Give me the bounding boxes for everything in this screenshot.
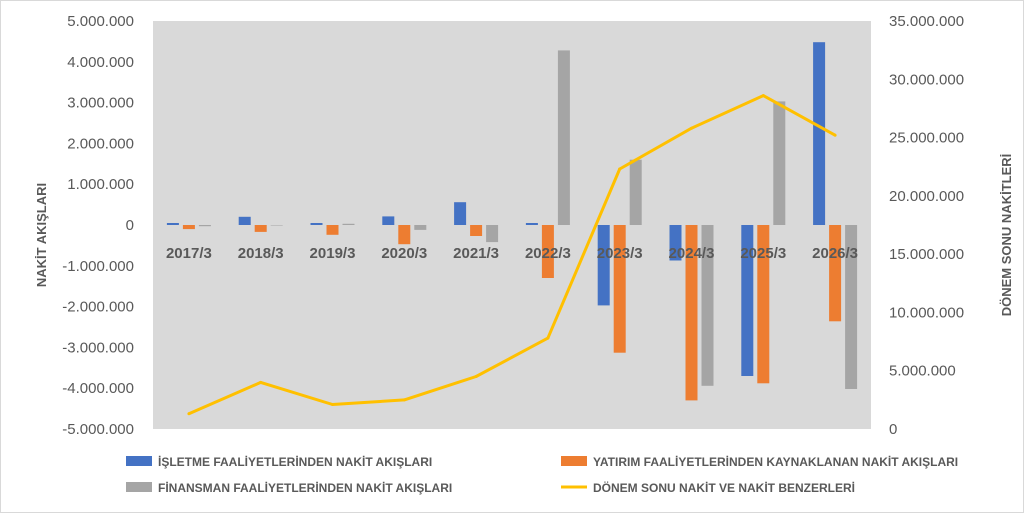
- bar-1-2020-3: [382, 216, 395, 225]
- bar-3-2025-3: [773, 101, 786, 225]
- legend-swatch: [126, 456, 152, 466]
- left-tick-label: -2.000.000: [62, 299, 134, 316]
- line-point: [259, 380, 263, 384]
- bar-3-2021-3: [486, 225, 499, 243]
- category-label: 2020/3: [381, 245, 427, 262]
- category-label: 2024/3: [669, 245, 715, 262]
- right-axis-title: DÖNEM SONU NAKİTLERİ: [999, 154, 1014, 317]
- bar-3-2019-3: [342, 223, 355, 225]
- category-label: 2017/3: [166, 245, 212, 262]
- left-tick-label: 1.000.000: [67, 176, 134, 193]
- bar-1-2022-3: [525, 223, 538, 225]
- line-point: [761, 94, 765, 98]
- bar-2-2023-3: [613, 225, 626, 353]
- line-point: [618, 167, 622, 171]
- legend-label: YATIRIM FAALİYETLERİNDEN KAYNAKLANAN NAK…: [593, 454, 958, 469]
- left-tick-label: -1.000.000: [62, 258, 134, 275]
- bar-series-group: [166, 42, 858, 401]
- legend-label: İŞLETME FAALİYETLERİNDEN NAKİT AKIŞLARI: [158, 454, 432, 469]
- category-label: 2022/3: [525, 245, 571, 262]
- right-tick-label: 0: [889, 421, 897, 438]
- bar-2-2026-3: [829, 225, 842, 322]
- right-tick-label: 10.000.000: [889, 304, 964, 321]
- legend-swatch: [561, 456, 587, 466]
- bar-1-2026-3: [813, 42, 826, 226]
- bar-3-2020-3: [414, 225, 427, 230]
- line-point: [546, 336, 550, 340]
- line-point: [187, 412, 191, 416]
- bar-2-2020-3: [398, 225, 411, 245]
- right-axis-ticks: 35.000.000 30.000.000 25.000.000 20.000.000…: [889, 13, 964, 438]
- left-tick-label: -4.000.000: [62, 380, 134, 397]
- left-axis-ticks: 5.000.000 4.000.000 3.000.000 2.000.000 1.00…: [62, 13, 134, 438]
- bar-1-2025-3: [741, 225, 754, 376]
- bar-3-2018-3: [270, 225, 283, 226]
- legend-label: DÖNEM SONU NAKİT VE NAKİT BENZERLERİ: [593, 480, 855, 495]
- left-tick-label: 2.000.000: [67, 135, 134, 152]
- legend: İŞLETME FAALİYETLERİNDEN NAKİT AKIŞLARI Y…: [126, 454, 958, 495]
- right-tick-label: 15.000.000: [889, 246, 964, 263]
- bar-2-2025-3: [757, 225, 770, 384]
- left-axis-title: NAKİT AKIŞLARI: [34, 183, 49, 287]
- bar-3-2024-3: [701, 225, 714, 386]
- right-tick-label: 35.000.000: [889, 13, 964, 30]
- bar-1-2017-3: [166, 223, 179, 225]
- bar-1-2024-3: [669, 225, 682, 261]
- left-tick-label: 0: [126, 217, 134, 234]
- category-label: 2026/3: [812, 245, 858, 262]
- legend-swatch: [126, 482, 152, 492]
- bar-2-2017-3: [182, 225, 195, 230]
- left-tick-label: 4.000.000: [67, 54, 134, 71]
- bar-2-2018-3: [254, 225, 267, 232]
- category-label: 2018/3: [238, 245, 284, 262]
- line-point: [331, 403, 334, 406]
- bar-3-2023-3: [629, 159, 642, 225]
- bar-1-2018-3: [238, 216, 251, 225]
- left-tick-label: 5.000.000: [67, 13, 134, 30]
- line-point: [474, 375, 478, 378]
- category-label: 2025/3: [740, 245, 786, 262]
- bar-3-2026-3: [845, 225, 858, 389]
- bar-1-2019-3: [310, 223, 323, 225]
- right-tick-label: 25.000.000: [889, 130, 964, 147]
- bar-3-2022-3: [557, 50, 570, 226]
- category-labels: 2017/3 2018/3 2019/3 2020/3 2021/3 2022/3 2023…: [166, 245, 858, 262]
- bar-2-2019-3: [326, 225, 339, 235]
- line-point: [690, 126, 693, 130]
- line-series-group: [187, 94, 837, 416]
- right-tick-label: 5.000.000: [889, 363, 956, 380]
- bar-3-2017-3: [198, 225, 211, 227]
- line-point: [402, 398, 406, 402]
- line-series-period-end-cash: [188, 94, 836, 416]
- line-point: [833, 133, 837, 137]
- bar-1-2021-3: [454, 202, 467, 225]
- category-label: 2019/3: [310, 245, 356, 262]
- right-tick-label: 30.000.000: [889, 71, 964, 88]
- bar-1-2023-3: [597, 225, 610, 306]
- category-label: 2023/3: [597, 245, 643, 262]
- bar-2-2024-3: [685, 225, 698, 401]
- right-tick-label: 20.000.000: [889, 188, 964, 205]
- bar-2-2021-3: [470, 225, 483, 236]
- left-tick-label: 3.000.000: [67, 95, 134, 112]
- category-label: 2021/3: [453, 245, 499, 262]
- left-tick-label: -5.000.000: [62, 421, 134, 438]
- left-tick-label: -3.000.000: [62, 339, 134, 356]
- legend-label: FİNANSMAN FAALİYETLERİNDEN NAKİT AKIŞLAR…: [158, 480, 452, 495]
- bar-2-2022-3: [541, 225, 554, 278]
